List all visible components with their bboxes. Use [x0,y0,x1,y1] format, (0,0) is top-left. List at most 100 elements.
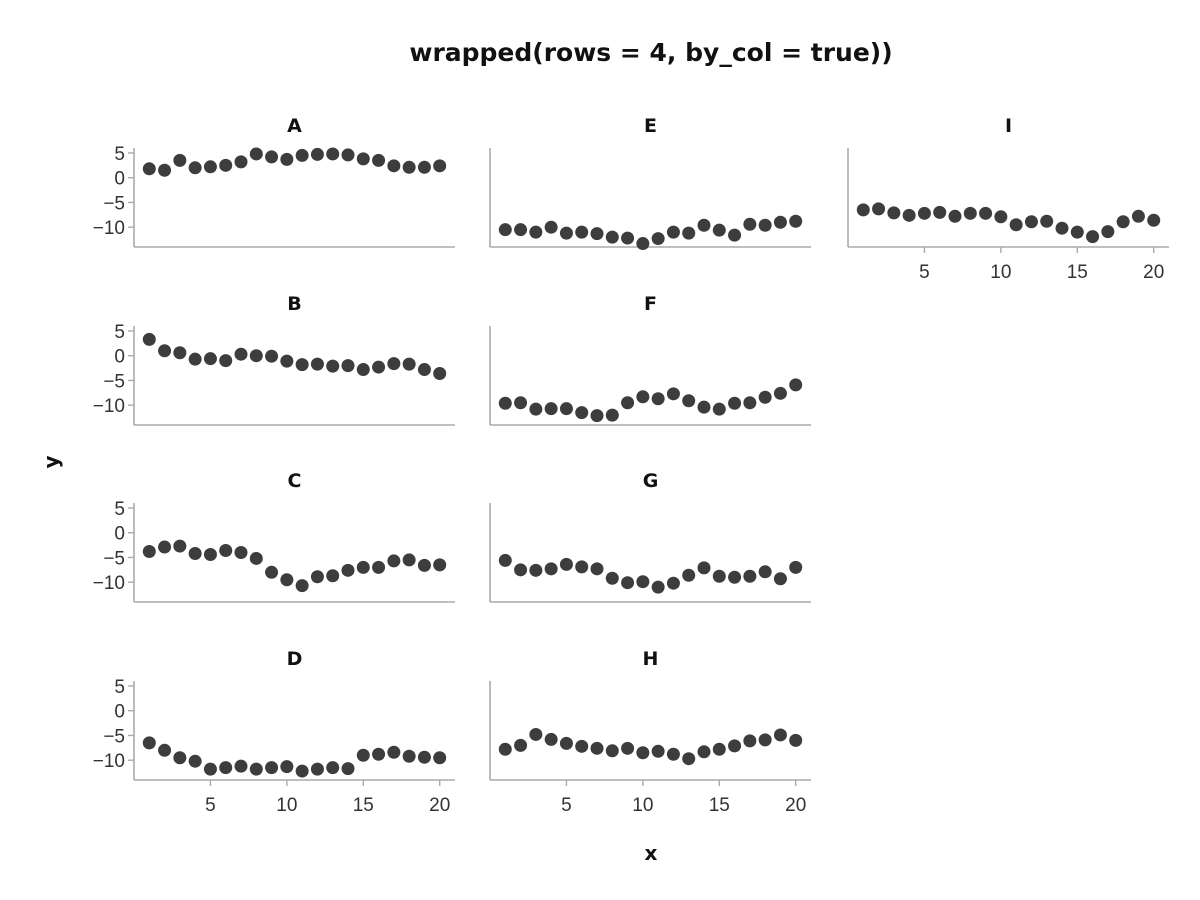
data-point-e [712,223,726,237]
data-point-i [1086,230,1100,244]
x-tick-label-d: 10 [276,795,297,816]
data-point-i [1055,221,1069,235]
y-tick-label-a: −5 [103,193,125,214]
x-tick-label-i: 5 [919,262,930,283]
data-point-f [636,390,650,404]
data-point-e [773,215,787,229]
data-point-c [249,551,263,565]
data-point-c [188,546,202,560]
data-point-b [417,363,431,377]
x-tick-label-h: 15 [709,795,730,816]
data-point-a [280,152,294,166]
facet-panel-h: H 5 10 15 20 [489,648,811,816]
data-point-h [728,739,742,753]
data-point-d [188,754,202,768]
data-point-d [203,762,217,776]
data-point-i [887,206,901,220]
data-point-g [544,562,558,576]
y-tick-label-d: −10 [93,751,125,772]
x-tick-label-h: 5 [561,795,572,816]
data-point-g [758,565,772,579]
x-tick-label-i: 15 [1067,262,1088,283]
data-point-c [387,554,401,568]
data-point-d [265,761,279,775]
data-point-a [265,150,279,164]
data-point-c [433,558,447,572]
data-point-a [234,155,248,169]
y-tick-label-a: 0 [114,169,125,190]
data-point-f [590,409,604,423]
data-point-a [295,148,309,162]
data-point-h [789,733,803,747]
data-point-d [402,749,416,763]
data-point-a [433,159,447,173]
data-point-b [219,354,233,368]
data-point-b [234,347,248,361]
data-point-g [514,563,528,577]
data-point-h [697,745,711,759]
facet-panel-d: D 5 0 −5 −10 5 10 15 20 [93,648,455,816]
facet-title-g: G [643,470,659,492]
data-point-c [142,545,156,559]
data-point-e [575,225,589,239]
data-point-h [651,744,665,758]
data-point-d [295,764,309,778]
data-point-f [728,396,742,410]
x-tick-label-d: 15 [353,795,374,816]
data-point-h [605,744,619,758]
data-point-h [575,739,589,753]
data-point-g [666,576,680,590]
data-point-f [712,402,726,416]
data-point-c [326,569,340,583]
facet-panels: A 5 0 −5 −10 B 5 0 −5 −10 C 5 0 −5 −10 D 5 0 −5 −10 5 10 15 20 E… [93,115,1169,816]
data-point-h [682,752,696,766]
data-point-f [682,394,696,408]
data-point-e [636,237,650,251]
data-point-b [356,363,370,377]
data-point-c [158,540,172,554]
data-point-i [917,206,931,220]
data-point-f [743,396,757,410]
data-point-b [265,349,279,363]
data-point-e [728,228,742,242]
data-point-c [173,539,187,553]
data-point-i [1147,213,1161,227]
chart-title: wrapped(rows = 4, by_col = true)) [409,38,892,67]
data-point-i [1040,214,1054,228]
facet-title-c: C [288,470,302,492]
y-tick-label-d: 0 [114,702,125,723]
facet-panel-b: B 5 0 −5 −10 [93,293,455,426]
data-point-i [872,202,886,216]
data-point-a [402,160,416,174]
data-point-a [417,160,431,174]
data-point-i [1009,218,1023,232]
data-point-i [1101,225,1115,239]
y-tick-label-d: 5 [114,677,125,698]
data-point-a [173,153,187,167]
data-point-d [372,747,386,761]
data-point-i [1131,209,1145,223]
data-point-b [402,357,416,371]
data-point-i [979,206,993,220]
data-point-c [234,546,248,559]
data-point-d [356,748,370,762]
data-point-h [514,738,528,752]
facet-panel-g: G [489,470,811,603]
data-point-f [789,378,803,392]
data-point-h [498,742,512,756]
data-point-a [249,147,263,161]
data-point-b [372,360,386,374]
facet-title-e: E [644,115,657,137]
data-point-e [743,217,757,231]
data-point-c [356,560,370,574]
data-point-a [203,160,217,174]
y-tick-label-a: −10 [93,218,125,239]
data-point-a [387,159,401,173]
data-point-i [902,208,916,222]
data-point-b [326,359,340,373]
y-tick-label-b: 5 [114,322,125,343]
data-point-g [728,570,742,584]
data-point-d [158,743,172,757]
data-point-h [621,741,635,755]
data-point-b [188,352,202,366]
